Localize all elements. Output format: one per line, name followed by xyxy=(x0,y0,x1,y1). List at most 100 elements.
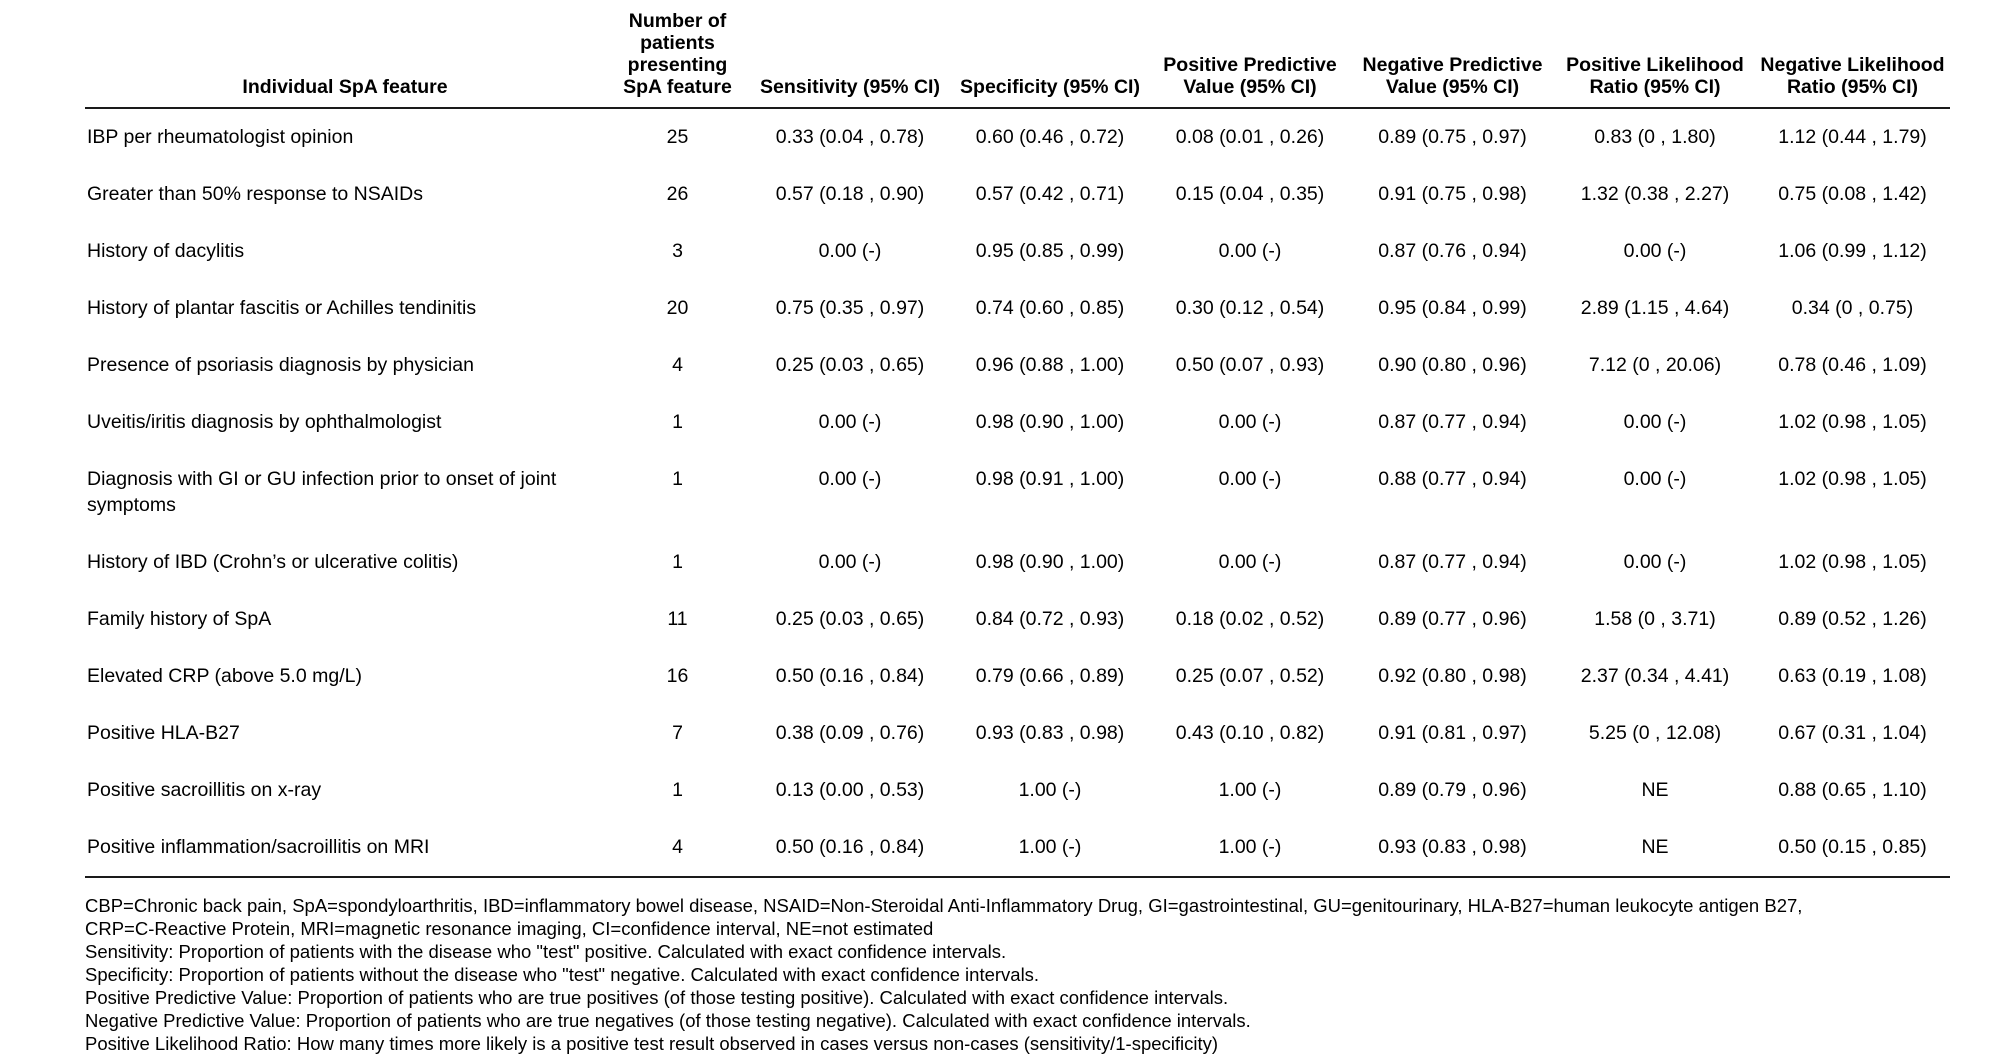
table-row: History of dacylitis 3 0.00 (-) 0.95 (0.… xyxy=(85,223,1950,280)
cell-specificity: 0.93 (0.83 , 0.98) xyxy=(975,722,1125,744)
cell-ppv: 0.00 (-) xyxy=(1218,411,1282,433)
cell-ppv: 0.43 (0.10 , 0.82) xyxy=(1175,722,1325,744)
cell-n-patients: 20 xyxy=(666,297,689,319)
cell-feature: Positive sacroillitis on x-ray xyxy=(87,779,322,801)
cell-ppv: 0.00 (-) xyxy=(1218,240,1282,262)
cell-sensitivity: 0.75 (0.35 , 0.97) xyxy=(775,297,925,319)
cell-ppv: 0.50 (0.07 , 0.93) xyxy=(1175,354,1325,376)
cell-plr: 0.00 (-) xyxy=(1623,411,1687,433)
cell-plr: 1.58 (0 , 3.71) xyxy=(1594,608,1716,630)
footnote-plr: Positive Likelihood Ratio: How many time… xyxy=(85,1033,1219,1054)
cell-plr: 0.83 (0 , 1.80) xyxy=(1594,126,1716,148)
cell-n-patients: 11 xyxy=(667,608,688,630)
cell-sensitivity: 0.25 (0.03 , 0.65) xyxy=(775,608,925,630)
cell-sensitivity: 0.38 (0.09 , 0.76) xyxy=(775,722,925,744)
cell-sensitivity: 0.13 (0.00 , 0.53) xyxy=(775,779,925,801)
cell-feature: Uveitis/iritis diagnosis by ophthalmolog… xyxy=(87,411,442,433)
cell-nlr: 1.06 (0.99 , 1.12) xyxy=(1778,240,1927,262)
cell-feature: Greater than 50% response to NSAIDs xyxy=(87,183,424,205)
table-row: History of plantar fascitis or Achilles … xyxy=(85,280,1950,337)
table-row: Family history of SpA 11 0.25 (0.03 , 0.… xyxy=(85,591,1950,648)
cell-specificity: 0.96 (0.88 , 1.00) xyxy=(975,354,1125,376)
table-row: IBP per rheumatologist opinion 25 0.33 (… xyxy=(85,108,1950,166)
cell-npv: 0.87 (0.76 , 0.94) xyxy=(1378,240,1527,262)
cell-n-patients: 25 xyxy=(666,126,689,148)
cell-npv: 0.91 (0.75 , 0.98) xyxy=(1378,183,1527,205)
table-row: History of IBD (Crohn’s or ulcerative co… xyxy=(85,534,1950,591)
cell-n-patients: 3 xyxy=(672,240,683,262)
cell-nlr: 1.12 (0.44 , 1.79) xyxy=(1778,126,1927,148)
cell-nlr: 0.78 (0.46 , 1.09) xyxy=(1778,354,1927,376)
cell-n-patients: 26 xyxy=(666,183,689,205)
cell-feature: Positive HLA-B27 xyxy=(87,722,240,744)
col-header-plr: Positive Likelihood Ratio (95% CI) xyxy=(1555,8,1755,109)
cell-specificity: 0.79 (0.66 , 0.89) xyxy=(975,665,1125,687)
cell-specificity: 0.95 (0.85 , 0.99) xyxy=(975,240,1125,262)
cell-feature: IBP per rheumatologist opinion xyxy=(87,126,354,148)
table-row: Diagnosis with GI or GU infection prior … xyxy=(85,451,1950,534)
cell-nlr: 0.89 (0.52 , 1.26) xyxy=(1778,608,1927,630)
cell-nlr: 0.67 (0.31 , 1.04) xyxy=(1778,722,1927,744)
footnote-abbreviations: CBP=Chronic back pain, SpA=spondyloarthr… xyxy=(85,895,1803,939)
col-header-nlr: Negative Likelihood Ratio (95% CI) xyxy=(1755,8,1950,109)
spa-feature-table: Individual SpA feature Number of patient… xyxy=(85,8,1950,878)
cell-plr: 2.89 (1.15 , 4.64) xyxy=(1580,297,1730,319)
cell-n-patients: 1 xyxy=(672,779,683,801)
cell-nlr: 0.63 (0.19 , 1.08) xyxy=(1778,665,1927,687)
col-header-n-patients: Number of patients presenting SpA featur… xyxy=(605,8,750,109)
cell-n-patients: 4 xyxy=(605,819,750,878)
cell-npv: 0.89 (0.77 , 0.96) xyxy=(1378,608,1527,630)
cell-specificity: 0.74 (0.60 , 0.85) xyxy=(975,297,1125,319)
cell-plr: 7.12 (0 , 20.06) xyxy=(1588,354,1722,376)
table-row: Positive HLA-B27 7 0.38 (0.09 , 0.76) 0.… xyxy=(85,705,1950,762)
cell-ppv: 0.00 (-) xyxy=(1218,551,1282,573)
cell-ppv: 0.30 (0.12 , 0.54) xyxy=(1175,297,1325,319)
cell-n-patients: 4 xyxy=(672,354,683,376)
cell-specificity: 0.60 (0.46 , 0.72) xyxy=(975,126,1125,148)
cell-plr: 1.32 (0.38 , 2.27) xyxy=(1580,183,1730,205)
col-header-sensitivity: Sensitivity (95% CI) xyxy=(750,8,950,109)
cell-ppv: 0.18 (0.02 , 0.52) xyxy=(1175,608,1325,630)
header-row: Individual SpA feature Number of patient… xyxy=(85,8,1950,109)
cell-nlr: 1.02 (0.98 , 1.05) xyxy=(1778,411,1927,433)
col-header-ppv: Positive Predictive Value (95% CI) xyxy=(1150,8,1350,109)
col-header-specificity: Specificity (95% CI) xyxy=(950,8,1150,109)
cell-nlr: 0.50 (0.15 , 0.85) xyxy=(1755,819,1950,878)
cell-feature: Presence of psoriasis diagnosis by physi… xyxy=(87,354,474,376)
cell-feature: History of IBD (Crohn’s or ulcerative co… xyxy=(87,551,459,573)
cell-nlr: 1.02 (0.98 , 1.05) xyxy=(1778,551,1927,573)
cell-n-patients: 1 xyxy=(672,551,683,573)
cell-sensitivity: 0.00 (-) xyxy=(818,551,882,573)
table-row: Elevated CRP (above 5.0 mg/L) 16 0.50 (0… xyxy=(85,648,1950,705)
footnote-specificity: Specificity: Proportion of patients with… xyxy=(85,964,1040,985)
cell-npv: 0.87 (0.77 , 0.94) xyxy=(1378,411,1527,433)
cell-nlr: 1.02 (0.98 , 1.05) xyxy=(1778,468,1927,490)
cell-n-patients: 1 xyxy=(672,468,683,490)
cell-feature: History of plantar fascitis or Achilles … xyxy=(87,297,477,319)
cell-feature: Elevated CRP (above 5.0 mg/L) xyxy=(87,665,362,687)
cell-npv: 0.90 (0.80 , 0.96) xyxy=(1378,354,1527,376)
cell-feature: History of dacylitis xyxy=(87,240,245,262)
footnote-sensitivity: Sensitivity: Proportion of patients with… xyxy=(85,941,1007,962)
table-row: Uveitis/iritis diagnosis by ophthalmolog… xyxy=(85,394,1950,451)
cell-specificity: 0.98 (0.90 , 1.00) xyxy=(975,551,1125,573)
cell-n-patients: 7 xyxy=(672,722,683,744)
cell-npv: 0.87 (0.77 , 0.94) xyxy=(1378,551,1527,573)
cell-npv: 0.92 (0.80 , 0.98) xyxy=(1378,665,1527,687)
cell-plr: 2.37 (0.34 , 4.41) xyxy=(1580,665,1730,687)
cell-feature: Diagnosis with GI or GU infection prior … xyxy=(87,468,557,516)
cell-nlr: 0.75 (0.08 , 1.42) xyxy=(1778,183,1927,205)
col-header-feature: Individual SpA feature xyxy=(85,8,605,109)
cell-npv: 0.91 (0.81 , 0.97) xyxy=(1378,722,1527,744)
table-row: Positive sacroillitis on x-ray 1 0.13 (0… xyxy=(85,762,1950,819)
footnotes: CBP=Chronic back pain, SpA=spondyloarthr… xyxy=(85,894,1965,1058)
cell-ppv: 0.25 (0.07 , 0.52) xyxy=(1175,665,1325,687)
cell-specificity: 1.00 (-) xyxy=(950,819,1150,878)
table-row: Greater than 50% response to NSAIDs 26 0… xyxy=(85,166,1950,223)
cell-specificity: 1.00 (-) xyxy=(1018,779,1082,801)
cell-ppv: 0.08 (0.01 , 0.26) xyxy=(1175,126,1325,148)
cell-sensitivity: 0.00 (-) xyxy=(818,240,882,262)
cell-n-patients: 16 xyxy=(666,665,689,687)
cell-sensitivity: 0.25 (0.03 , 0.65) xyxy=(775,354,925,376)
